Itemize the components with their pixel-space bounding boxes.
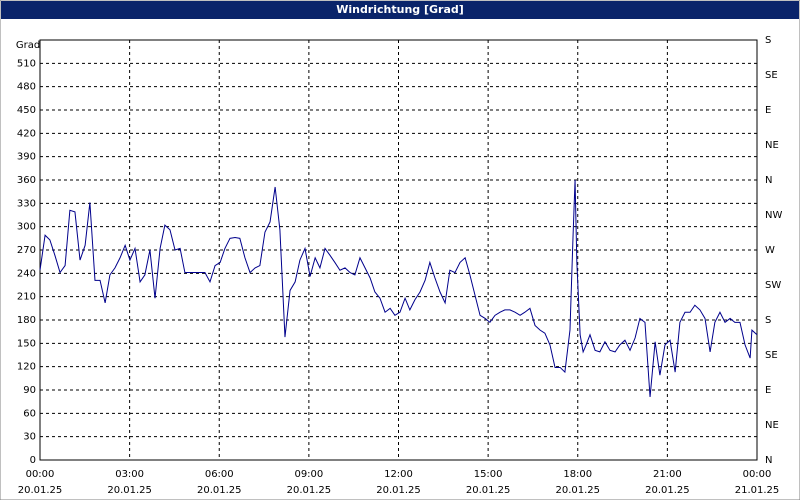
x-tick-date: 20.01.25	[645, 485, 690, 496]
y2-tick-label: N	[765, 175, 772, 186]
chart-title: Windrichtung [Grad]	[336, 3, 464, 16]
x-tick-date: 20.01.25	[287, 485, 332, 496]
y2-tick-label: SE	[765, 70, 778, 81]
y-tick-label: 270	[17, 245, 36, 256]
y2-tick-label: E	[765, 105, 771, 116]
x-tick-label: 09:00	[294, 469, 323, 480]
title-bar	[1, 1, 799, 19]
y2-tick-label: W	[765, 245, 775, 256]
x-tick-label: 21:00	[653, 469, 682, 480]
data-line	[39, 179, 758, 398]
y2-tick-label: E	[765, 385, 771, 396]
y-tick-label: 240	[17, 268, 36, 279]
x-tick-date: 20.01.25	[197, 485, 242, 496]
x-tick-label: 06:00	[205, 469, 234, 480]
x-tick-date: 20.01.25	[376, 485, 421, 496]
x-tick-date: 20.01.25	[466, 485, 511, 496]
y-tick-label: 330	[17, 198, 36, 209]
y2-tick-label: NE	[765, 140, 779, 151]
y2-tick-label: SE	[765, 350, 778, 361]
y2-tick-label: N	[765, 455, 772, 466]
y-tick-label: 480	[17, 82, 36, 93]
y-tick-label: 0	[30, 455, 36, 466]
y-tick-label: 210	[17, 292, 36, 303]
y2-tick-label: NE	[765, 420, 779, 431]
y2-tick-label: SW	[765, 280, 781, 291]
y-tick-label: 420	[17, 128, 36, 139]
y-tick-label: 120	[17, 362, 36, 373]
x-tick-label: 18:00	[563, 469, 592, 480]
y-tick-label: 390	[17, 152, 36, 163]
x-tick-date: 20.01.25	[18, 485, 63, 496]
y-tick-label: 90	[23, 385, 36, 396]
plot-border	[39, 39, 758, 461]
x-tick-date: 20.01.25	[107, 485, 152, 496]
y2-tick-label: NW	[765, 210, 782, 221]
y2-tick-label: S	[765, 35, 771, 46]
x-tick-date: 21.01.25	[735, 485, 780, 496]
x-tick-date: 20.01.25	[555, 485, 600, 496]
y2-tick-label: S	[765, 315, 771, 326]
y-tick-label: 150	[17, 338, 36, 349]
y-tick-label: 180	[17, 315, 36, 326]
y-tick-label: 300	[17, 222, 36, 233]
y-tick-label: 30	[23, 432, 36, 443]
y-tick-label: 450	[17, 105, 36, 116]
x-tick-label: 00:00	[743, 469, 772, 480]
x-tick-label: 03:00	[115, 469, 144, 480]
y-tick-label: 510	[17, 58, 36, 69]
x-tick-label: 12:00	[384, 469, 413, 480]
x-tick-label: 00:00	[26, 469, 55, 480]
y-tick-label: 360	[17, 175, 36, 186]
y-tick-label: 60	[23, 408, 36, 419]
x-tick-label: 15:00	[474, 469, 503, 480]
y-axis-label: Grad	[16, 40, 40, 51]
